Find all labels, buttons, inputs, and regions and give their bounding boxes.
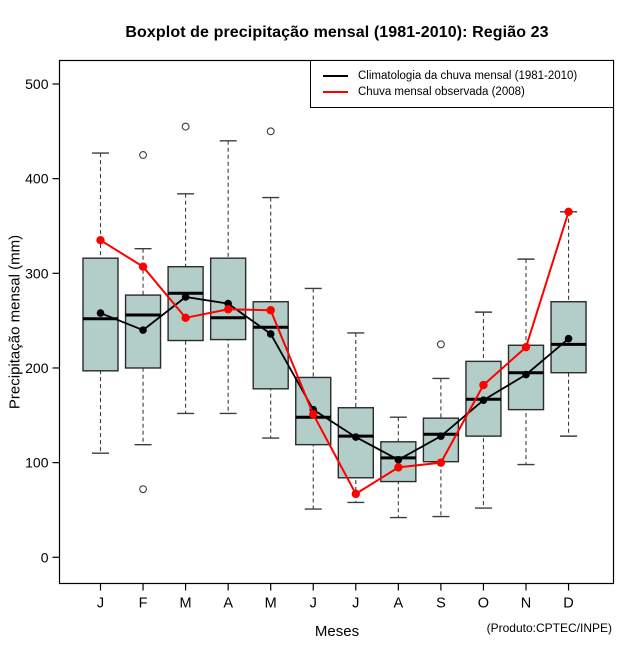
svg-text:F: F (139, 596, 148, 612)
svg-text:A: A (223, 596, 233, 612)
boxes (82, 122, 587, 519)
svg-text:500: 500 (25, 76, 49, 92)
legend-item-observed: Chuva mensal observada (2008) (323, 84, 613, 100)
legend-item-climatology: Climatologia da chuva mensal (1981-2010) (323, 68, 613, 84)
chart-legend: Climatologia da chuva mensal (1981-2010)… (310, 60, 614, 108)
legend-label-observed: Chuva mensal observada (2008) (358, 86, 525, 98)
svg-text:J: J (97, 596, 104, 612)
svg-text:300: 300 (25, 265, 49, 281)
svg-text:0: 0 (41, 549, 49, 565)
svg-text:200: 200 (25, 360, 49, 376)
black-line-swatch (323, 75, 348, 77)
svg-text:O: O (478, 596, 489, 612)
svg-text:S: S (436, 596, 446, 612)
svg-text:M: M (265, 596, 277, 612)
svg-text:400: 400 (25, 171, 49, 187)
x-axis-label: Meses (314, 623, 360, 640)
svg-text:100: 100 (25, 455, 49, 471)
producer-credit: (Produto:CPTEC/INPE) (486, 621, 612, 635)
red-line-swatch (323, 91, 348, 93)
y-axis: 0 100 200 300 400 500 (25, 76, 60, 565)
chart-title: Boxplot de precipitação mensal (1981-201… (125, 24, 549, 41)
series-climatology (96, 293, 573, 464)
svg-text:A: A (394, 596, 404, 612)
legend-label-climatology: Climatologia da chuva mensal (1981-2010) (358, 70, 578, 82)
svg-text:J: J (352, 596, 359, 612)
svg-text:M: M (180, 596, 192, 612)
series-observed (96, 207, 573, 499)
svg-text:N: N (521, 596, 531, 612)
svg-text:D: D (563, 596, 573, 612)
svg-text:J: J (310, 596, 317, 612)
